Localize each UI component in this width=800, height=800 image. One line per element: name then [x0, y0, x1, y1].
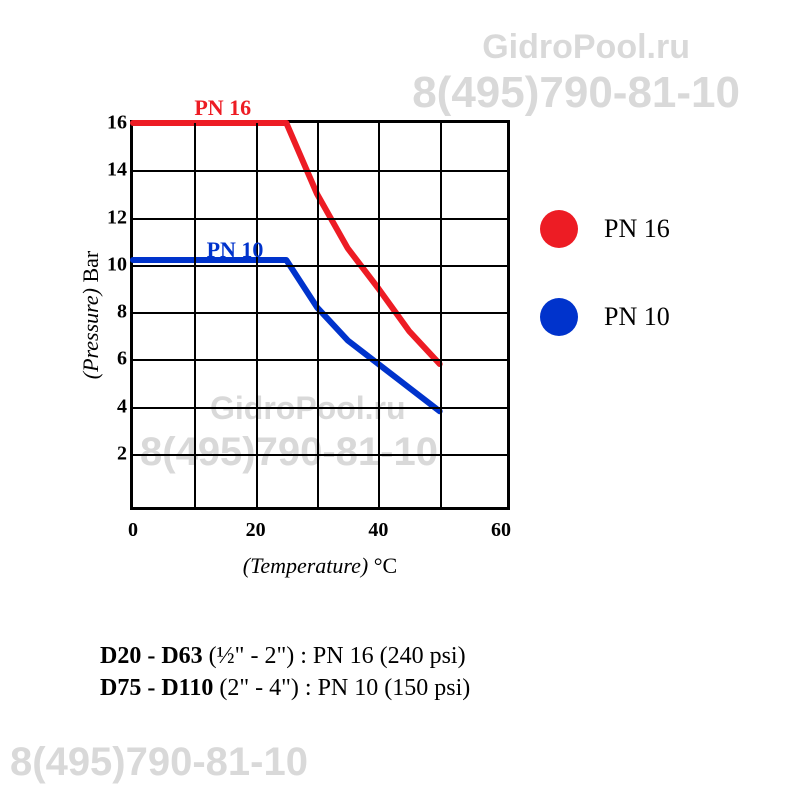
y-tick-label: 4	[99, 395, 127, 418]
series-label: PN 16	[194, 95, 251, 121]
legend: PN 16 PN 10	[540, 210, 670, 386]
gridline-horizontal	[133, 312, 507, 314]
caption-line1-bold: D20 - D63	[100, 643, 203, 669]
legend-item-pn16: PN 16	[540, 210, 670, 248]
x-tick-label: 20	[246, 519, 266, 542]
y-tick-label: 16	[99, 112, 127, 135]
y-tick-label: 12	[99, 206, 127, 229]
plot-area: (Pressure) Bar (Temperature) °C 02040602…	[130, 120, 510, 510]
legend-label-pn10: PN 10	[604, 302, 670, 332]
watermark-site-top: GidroPool.ru	[482, 28, 690, 67]
series-line	[133, 123, 440, 364]
y-tick-label: 6	[99, 348, 127, 371]
x-axis-label-unit: °C	[374, 553, 397, 578]
gridline-vertical	[256, 123, 258, 507]
legend-label-pn16: PN 16	[604, 214, 670, 244]
x-axis-label: (Temperature) °C	[243, 553, 397, 579]
caption-line2-rest: (2" - 4") : PN 10 (150 psi)	[213, 675, 470, 701]
gridline-horizontal	[133, 218, 507, 220]
series-line	[133, 260, 440, 411]
x-tick-label: 60	[491, 519, 511, 542]
gridline-horizontal	[133, 265, 507, 267]
gridline-horizontal	[133, 170, 507, 172]
gridline-vertical	[378, 123, 380, 507]
gridline-horizontal	[133, 359, 507, 361]
gridline-horizontal	[133, 407, 507, 409]
watermark-phone-top: 8(495)790-81-10	[412, 68, 740, 118]
caption-line1-rest: (½" - 2") : PN 16 (240 psi)	[203, 643, 466, 669]
caption: D20 - D63 (½" - 2") : PN 16 (240 psi) D7…	[100, 640, 470, 705]
x-tick-label: 0	[128, 519, 138, 542]
chart: (Pressure) Bar (Temperature) °C 02040602…	[90, 120, 710, 560]
x-axis-label-italic: (Temperature)	[243, 553, 368, 578]
gridline-vertical	[317, 123, 319, 507]
y-tick-label: 14	[99, 159, 127, 182]
caption-line2-bold: D75 - D110	[100, 675, 213, 701]
watermark-phone-bot: 8(495)790-81-10	[10, 740, 308, 785]
legend-dot-pn10	[540, 298, 578, 336]
y-tick-label: 10	[99, 253, 127, 276]
gridline-vertical	[194, 123, 196, 507]
legend-dot-pn16	[540, 210, 578, 248]
curve-layer	[133, 123, 507, 507]
y-tick-label: 2	[99, 442, 127, 465]
caption-line-1: D20 - D63 (½" - 2") : PN 16 (240 psi)	[100, 640, 470, 672]
series-label: PN 10	[207, 237, 264, 263]
y-tick-label: 8	[99, 301, 127, 324]
caption-line-2: D75 - D110 (2" - 4") : PN 10 (150 psi)	[100, 672, 470, 704]
legend-item-pn10: PN 10	[540, 298, 670, 336]
gridline-vertical	[440, 123, 442, 507]
page: GidroPool.ru 8(495)790-81-10 GidroPool.r…	[0, 0, 800, 800]
x-tick-label: 40	[368, 519, 388, 542]
gridline-horizontal	[133, 454, 507, 456]
